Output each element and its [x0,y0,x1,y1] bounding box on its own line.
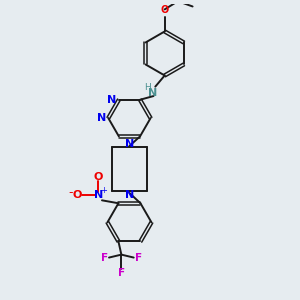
Text: -: - [68,186,73,199]
Text: F: F [118,268,125,278]
Text: N: N [94,190,103,200]
Text: N: N [125,190,134,200]
Text: N: N [107,95,116,105]
Text: O: O [160,5,169,15]
Text: F: F [101,253,108,262]
Text: O: O [73,190,82,200]
Text: O: O [94,172,103,182]
Text: N: N [148,88,158,98]
Text: N: N [97,113,106,123]
Text: F: F [134,253,142,262]
Text: H: H [145,83,151,92]
Text: N: N [125,139,134,149]
Text: +: + [100,186,107,195]
